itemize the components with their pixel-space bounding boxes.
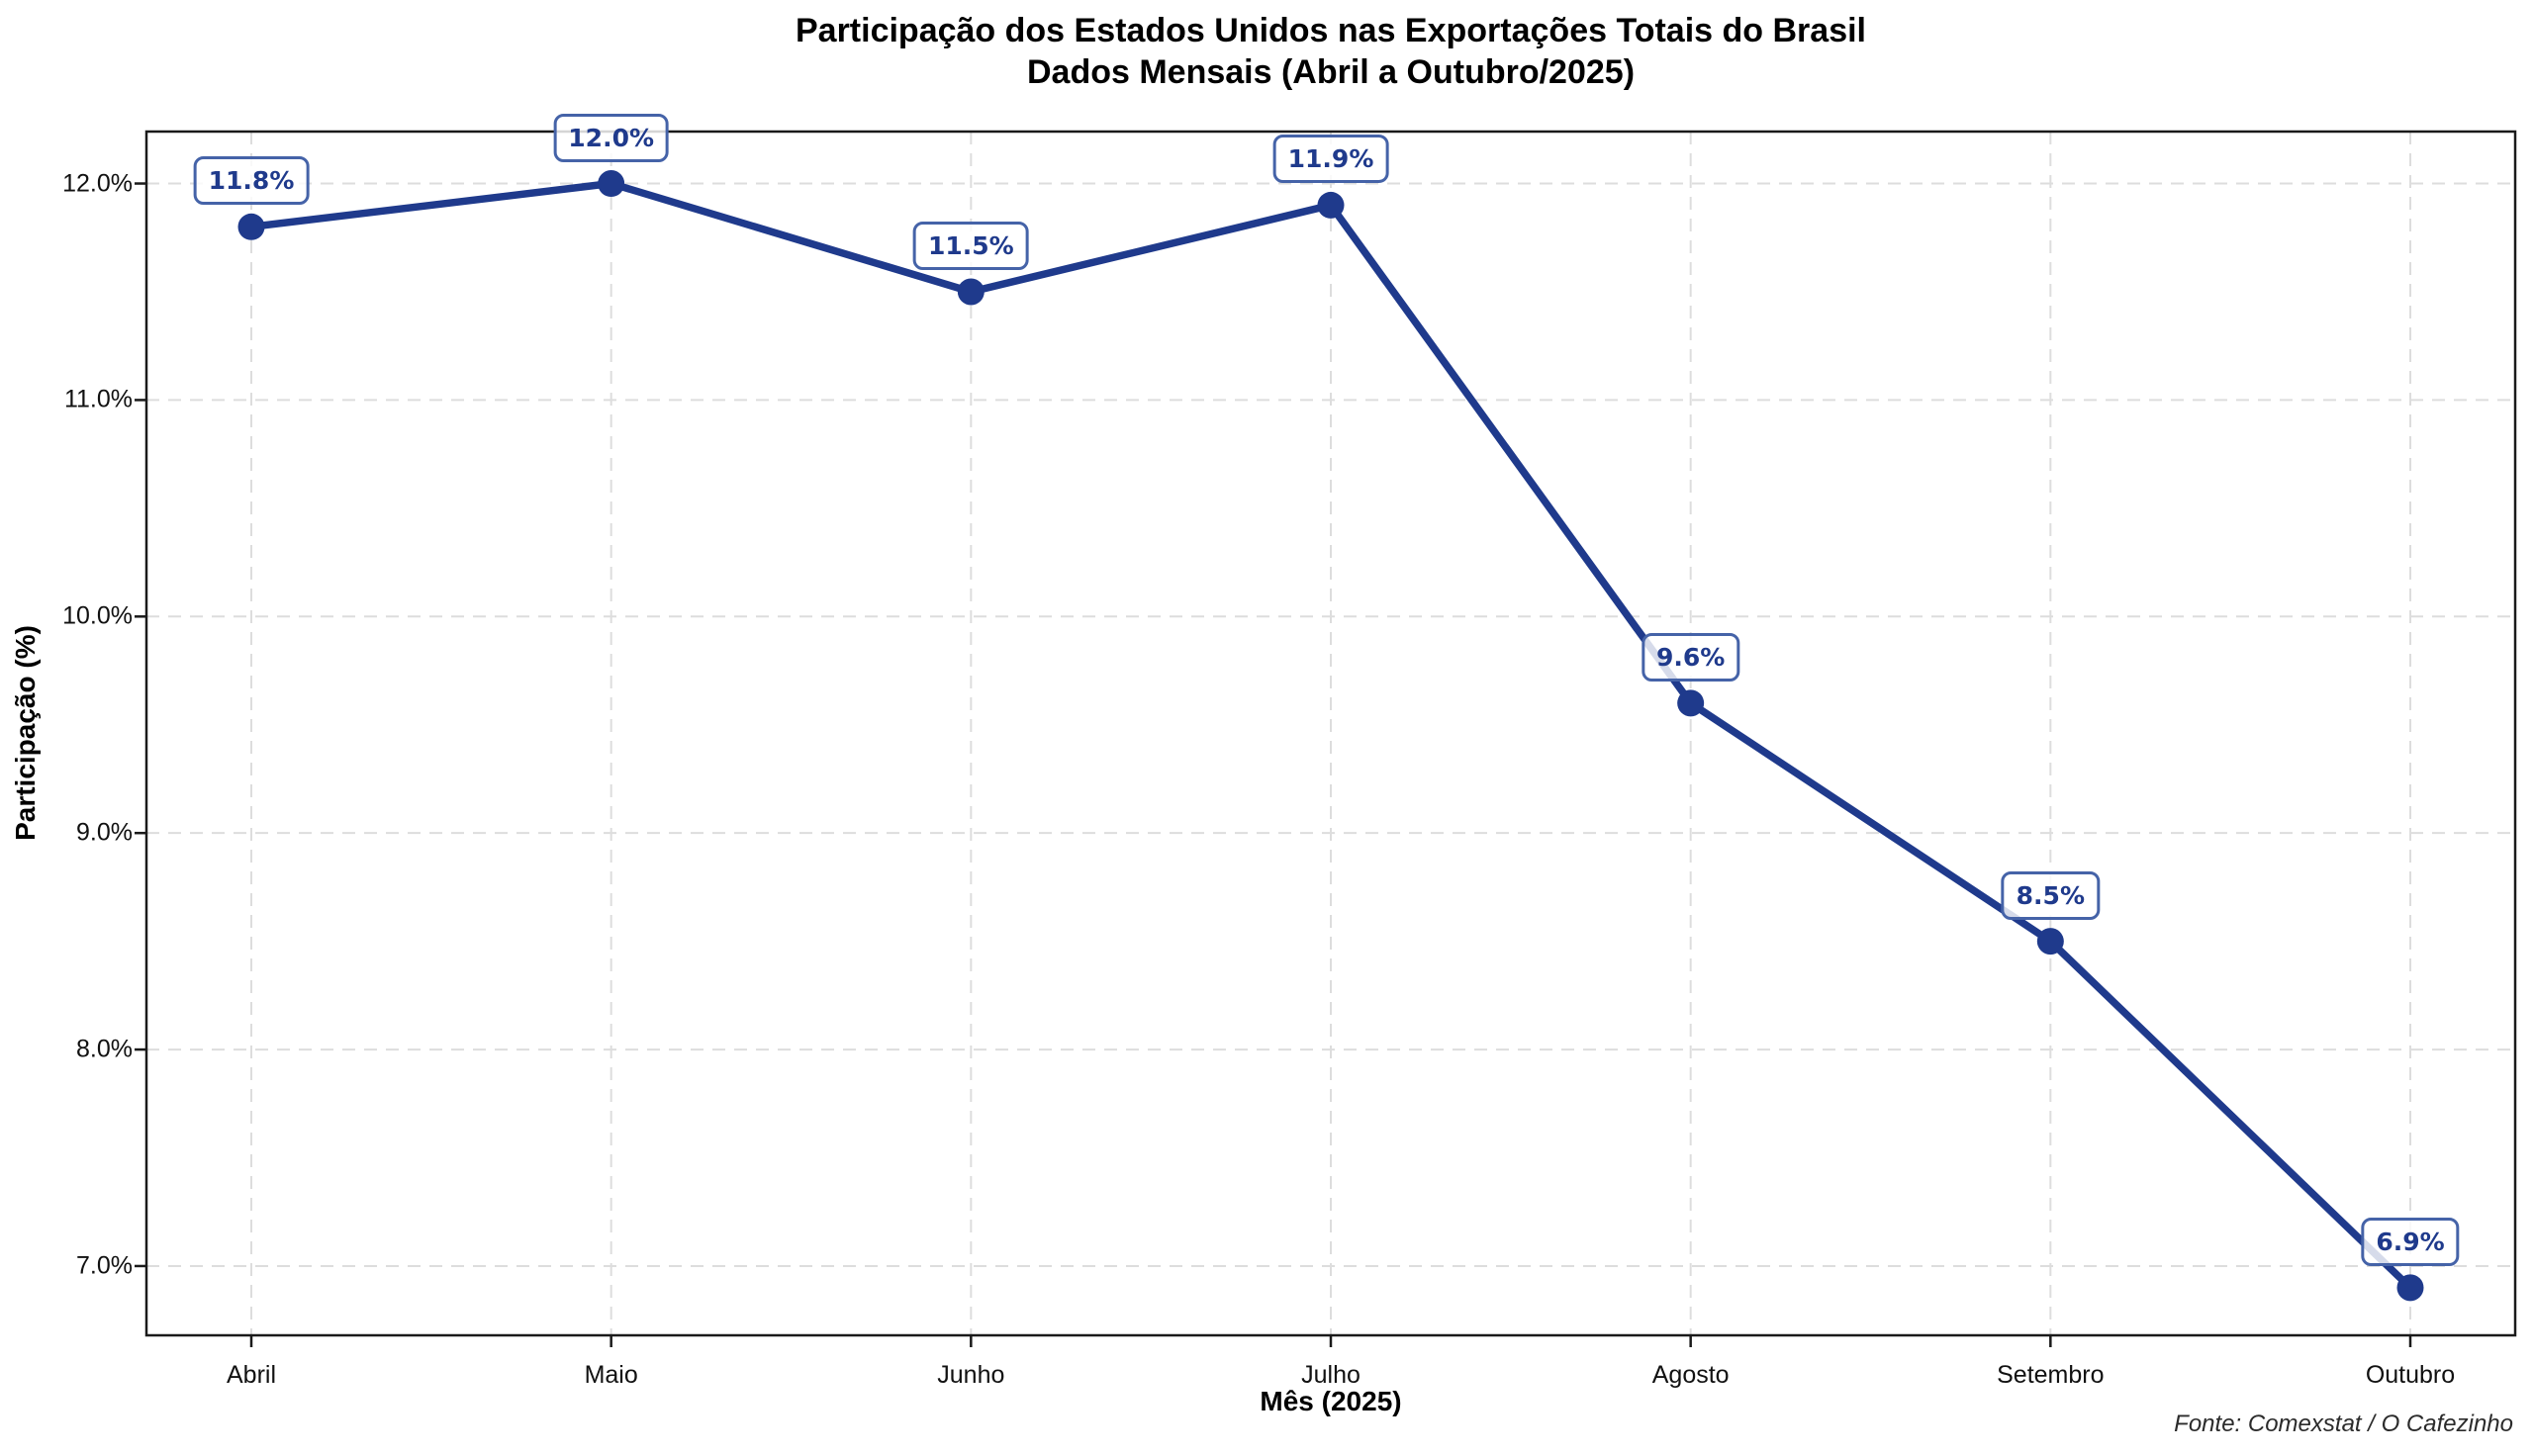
x-axis-title: Mês (2025) xyxy=(1260,1386,1402,1416)
x-tick-label: Abril xyxy=(226,1361,277,1389)
y-tick-label: 10.0% xyxy=(62,601,133,630)
y-tick-label: 7.0% xyxy=(76,1251,133,1280)
data-point-marker xyxy=(237,213,265,240)
point-label: 11.5% xyxy=(912,221,1029,270)
point-label: 12.0% xyxy=(553,113,670,162)
chart-title: Participação dos Estados Unidos nas Expo… xyxy=(795,12,1866,49)
x-tick-label: Setembro xyxy=(1997,1361,2105,1389)
chart-subtitle: Dados Mensais (Abril a Outubro/2025) xyxy=(1026,53,1636,91)
x-tick-label: Outubro xyxy=(2365,1361,2456,1389)
point-label: 8.5% xyxy=(2001,870,2100,920)
data-point-marker xyxy=(2396,1274,2424,1302)
source-note: Fonte: Comexstat / O Cafezinho xyxy=(2174,1410,2513,1437)
data-point-marker xyxy=(957,278,985,306)
y-tick-label: 8.0% xyxy=(76,1035,133,1063)
data-point-marker xyxy=(1317,191,1345,219)
x-tick-label: Julho xyxy=(1301,1361,1360,1389)
data-point-marker xyxy=(598,170,625,198)
x-tick-label: Maio xyxy=(584,1361,638,1389)
y-tick-label: 9.0% xyxy=(76,818,133,847)
point-label: 6.9% xyxy=(2361,1217,2460,1266)
data-point-marker xyxy=(1677,689,1705,717)
point-label: 11.8% xyxy=(193,156,310,206)
axes-frame xyxy=(144,130,2517,1337)
point-label: 11.9% xyxy=(1272,135,1389,184)
data-point-marker xyxy=(2036,928,2064,956)
x-tick-label: Junho xyxy=(937,1361,1005,1389)
point-label: 9.6% xyxy=(1641,632,1740,682)
y-tick-label: 11.0% xyxy=(63,385,133,413)
y-tick-label: 12.0% xyxy=(62,169,133,198)
x-tick-label: Agosto xyxy=(1651,1361,1730,1389)
